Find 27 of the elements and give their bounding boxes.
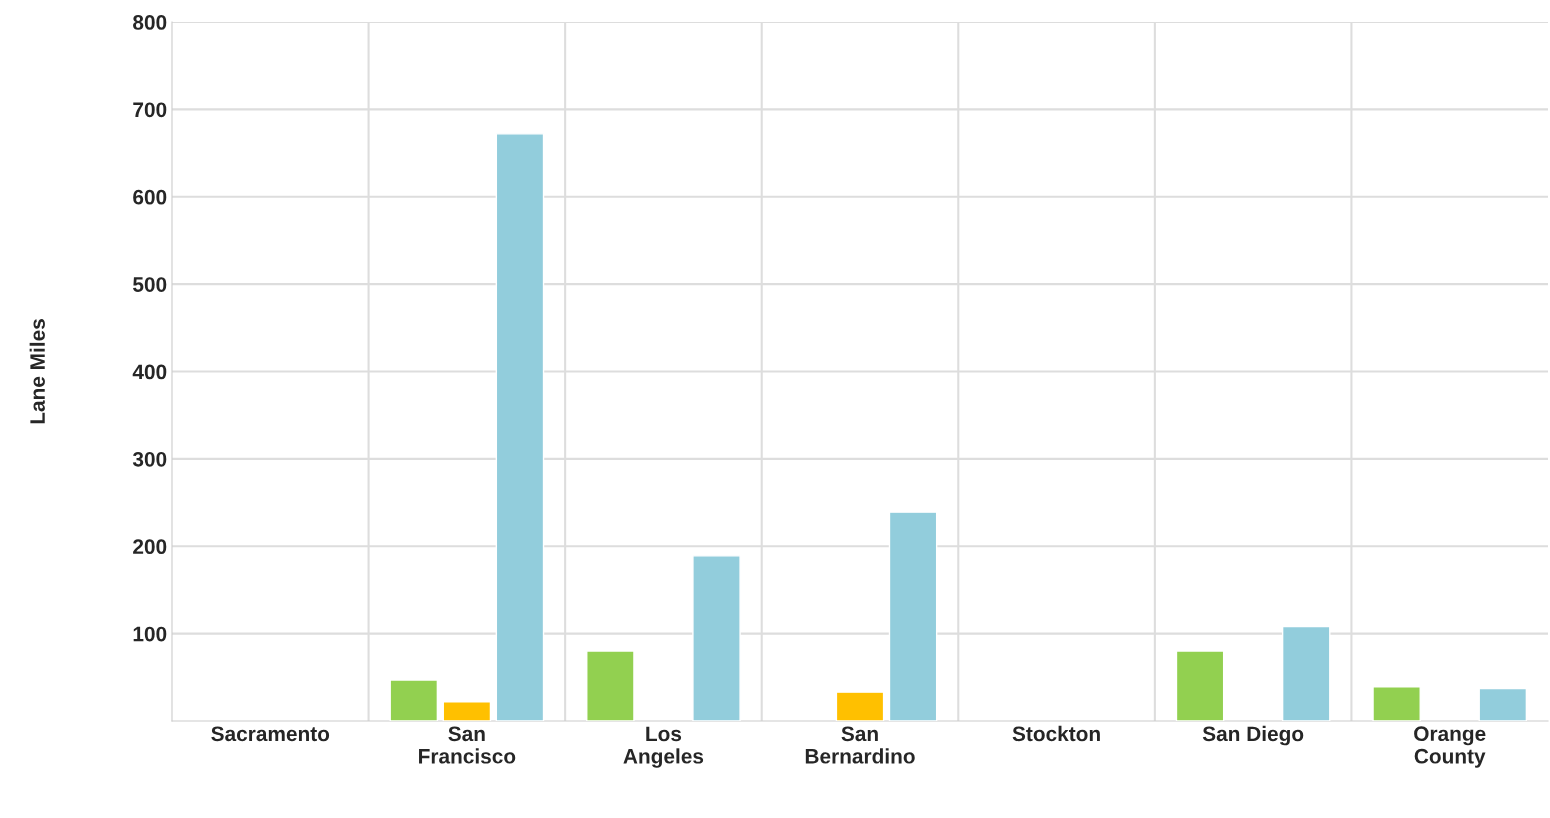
bar xyxy=(692,555,741,721)
y-tick-label: 200 xyxy=(133,539,167,554)
x-tick-label: San Bernardino xyxy=(805,726,915,764)
x-tick-label: Stockton xyxy=(1012,725,1100,742)
x-tick-label: San Francisco xyxy=(419,726,516,764)
x-tick-label: San Diego xyxy=(1202,725,1304,746)
bar xyxy=(1478,687,1528,721)
bar xyxy=(1175,650,1225,721)
x-tick-label: Orange County xyxy=(1414,726,1486,768)
y-tick-label: 300 xyxy=(132,451,167,467)
x-tick-label: Sacramento xyxy=(211,726,330,742)
bar xyxy=(1372,686,1421,721)
y-tick-label: 800 xyxy=(133,15,167,30)
y-tick-label: 600 xyxy=(133,189,167,205)
bar xyxy=(586,650,635,721)
bar xyxy=(835,691,885,721)
bar xyxy=(495,133,545,721)
bar xyxy=(389,679,439,721)
y-axis-title: Lane Miles xyxy=(29,319,45,424)
bar xyxy=(442,701,492,721)
y-tick-label: 400 xyxy=(132,364,167,380)
bar xyxy=(888,511,938,721)
y-tick-label: 500 xyxy=(133,277,167,292)
y-tick-label: 700 xyxy=(133,102,167,118)
bar xyxy=(1281,625,1331,721)
y-tick-label: 100 xyxy=(133,626,167,642)
x-tick-label: Los Angeles xyxy=(623,726,704,768)
